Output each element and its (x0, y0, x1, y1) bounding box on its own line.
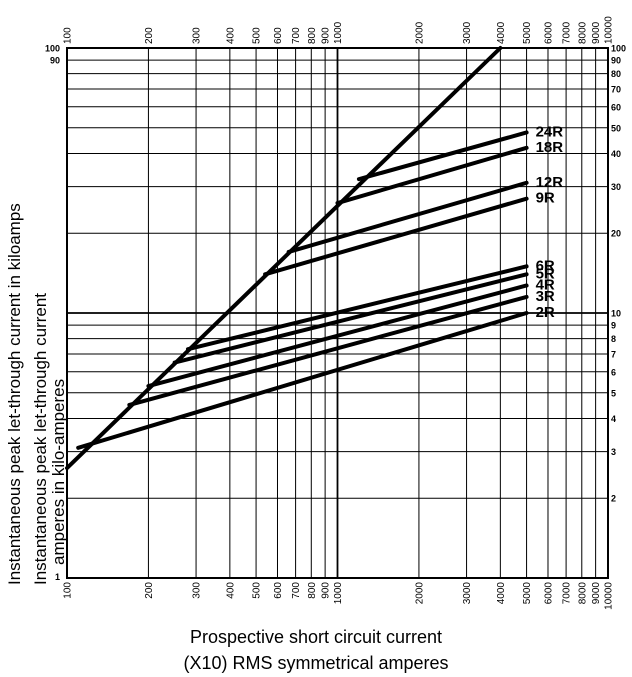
x-tick-label-top: 200 (144, 27, 155, 44)
series-label-18r: 18R (536, 139, 564, 156)
x-tick-label-bottom: 400 (225, 582, 236, 599)
series-line-2r (76, 311, 529, 450)
series-lines (65, 46, 529, 471)
y-tick-label-right: 2 (611, 494, 616, 504)
x-tick-label-bottom: 500 (252, 582, 263, 599)
series-line-12r (286, 180, 529, 254)
x-tick-label-top: 100 (63, 27, 74, 44)
y-tick-label-right: 5 (611, 388, 616, 398)
y-tick-label-left: 90 (50, 56, 60, 66)
series-line-4r (146, 283, 529, 389)
y-tick-label-right: 90 (611, 56, 621, 66)
series-label-5r: 5R (536, 265, 555, 282)
x-tick-label-bottom: 5000 (522, 582, 533, 605)
x-tick-label-top: 600 (273, 27, 284, 44)
series-label-6r: 6R (536, 257, 555, 274)
x-tick-label-top: 500 (252, 27, 263, 44)
x-tick-label-top: 8000 (577, 21, 588, 44)
x-tick-label-top: 3000 (462, 21, 473, 44)
x-tick-label-bottom: 900 (321, 582, 332, 599)
series-line-24r (356, 130, 529, 182)
x-tick-label-top: 10000 (604, 16, 615, 44)
plot-frame (66, 47, 609, 579)
x-tick-label-top: 400 (225, 27, 236, 44)
y-tick-label-left: 100 (45, 44, 60, 54)
x-tick-label-top: 300 (192, 27, 203, 44)
series-label-9r: 9R (536, 190, 555, 207)
x-tick-label-bottom: 2000 (414, 582, 425, 605)
series-label-24r: 24R (536, 123, 564, 140)
y-tick-label-right: 8 (611, 334, 616, 344)
x-tick-label-bottom: 1000 (333, 582, 344, 605)
y-axis-title-ghost: Instantaneous peak let-through current i… (5, 203, 24, 585)
y-tick-label-right: 10 (611, 309, 621, 319)
y-tick-label-right: 40 (611, 149, 621, 159)
series-label-12r: 12R (536, 174, 564, 191)
x-tick-label-bottom: 700 (291, 582, 302, 599)
y-tick-label-left: 1 (55, 572, 60, 582)
y-tick-label-right: 6 (611, 367, 616, 377)
y-ticks: 2 3 4 5 6 7 8 9 10 20 30 40 50 60 70 80 90 100 1 100 90 (45, 44, 626, 583)
x-tick-label-top: 7000 (562, 21, 573, 44)
y-axis-title-line2: amperes in kilo-amperes (49, 379, 68, 565)
x-tick-label-top: 800 (307, 27, 318, 44)
x-tick-label-top: 4000 (496, 21, 507, 44)
x-tick-label-bottom: 4000 (496, 582, 507, 605)
series-line-18r (335, 145, 529, 206)
series-line-5r (172, 272, 529, 365)
y-tick-label-right: 70 (611, 85, 621, 95)
x-tick-label-bottom: 7000 (562, 582, 573, 605)
x-tick-label-top: 5000 (522, 21, 533, 44)
series-label-2r: 2R (536, 304, 555, 321)
y-tick-label-right: 4 (611, 414, 616, 424)
y-tick-label-right: 9 (611, 321, 616, 331)
y-tick-label-right: 7 (611, 350, 616, 360)
x-tick-label-bottom: 100 (63, 582, 74, 599)
x-tick-label-top: 1000 (333, 21, 344, 44)
x-ticks: 100 100 200 200 300 300 400 400 500 500 600 600 700 7… (63, 16, 615, 610)
y-axis-title-line1: Instantaneous peak let-through current (31, 293, 50, 585)
y-tick-label-right: 100 (611, 44, 626, 54)
x-tick-label-top: 6000 (543, 21, 554, 44)
x-tick-label-bottom: 800 (307, 582, 318, 599)
x-tick-label-bottom: 6000 (543, 582, 554, 605)
y-tick-label-right: 60 (611, 102, 621, 112)
x-tick-label-top: 900 (321, 27, 332, 44)
x-tick-label-bottom: 9000 (591, 582, 602, 605)
x-tick-label-bottom: 10000 (604, 582, 615, 610)
x-tick-label-bottom: 3000 (462, 582, 473, 605)
y-tick-label-right: 80 (611, 69, 621, 79)
series-label-4r: 4R (536, 276, 555, 293)
x-tick-label-top: 2000 (414, 21, 425, 44)
x-tick-label-top: 9000 (591, 21, 602, 44)
y-tick-label-right: 3 (611, 447, 616, 457)
x-axis-title-line2: (X10) RMS symmetrical amperes (183, 653, 449, 673)
x-tick-label-bottom: 200 (144, 582, 155, 599)
series-label-3r: 3R (536, 288, 555, 305)
x-tick-label-bottom: 8000 (577, 582, 588, 605)
peak-line (65, 46, 503, 471)
x-tick-label-bottom: 600 (273, 582, 284, 599)
x-tick-label-top: 700 (291, 27, 302, 44)
y-tick-label-right: 30 (611, 182, 621, 192)
series-line-3r (127, 294, 529, 407)
x-axis-title-line1: Prospective short circuit current (189, 627, 443, 647)
series-line-9r (263, 196, 529, 277)
series-line-6r (185, 264, 529, 352)
y-tick-label-right: 50 (611, 123, 621, 133)
y-tick-label-right: 20 (611, 229, 621, 239)
x-tick-label-bottom: 300 (192, 582, 203, 599)
